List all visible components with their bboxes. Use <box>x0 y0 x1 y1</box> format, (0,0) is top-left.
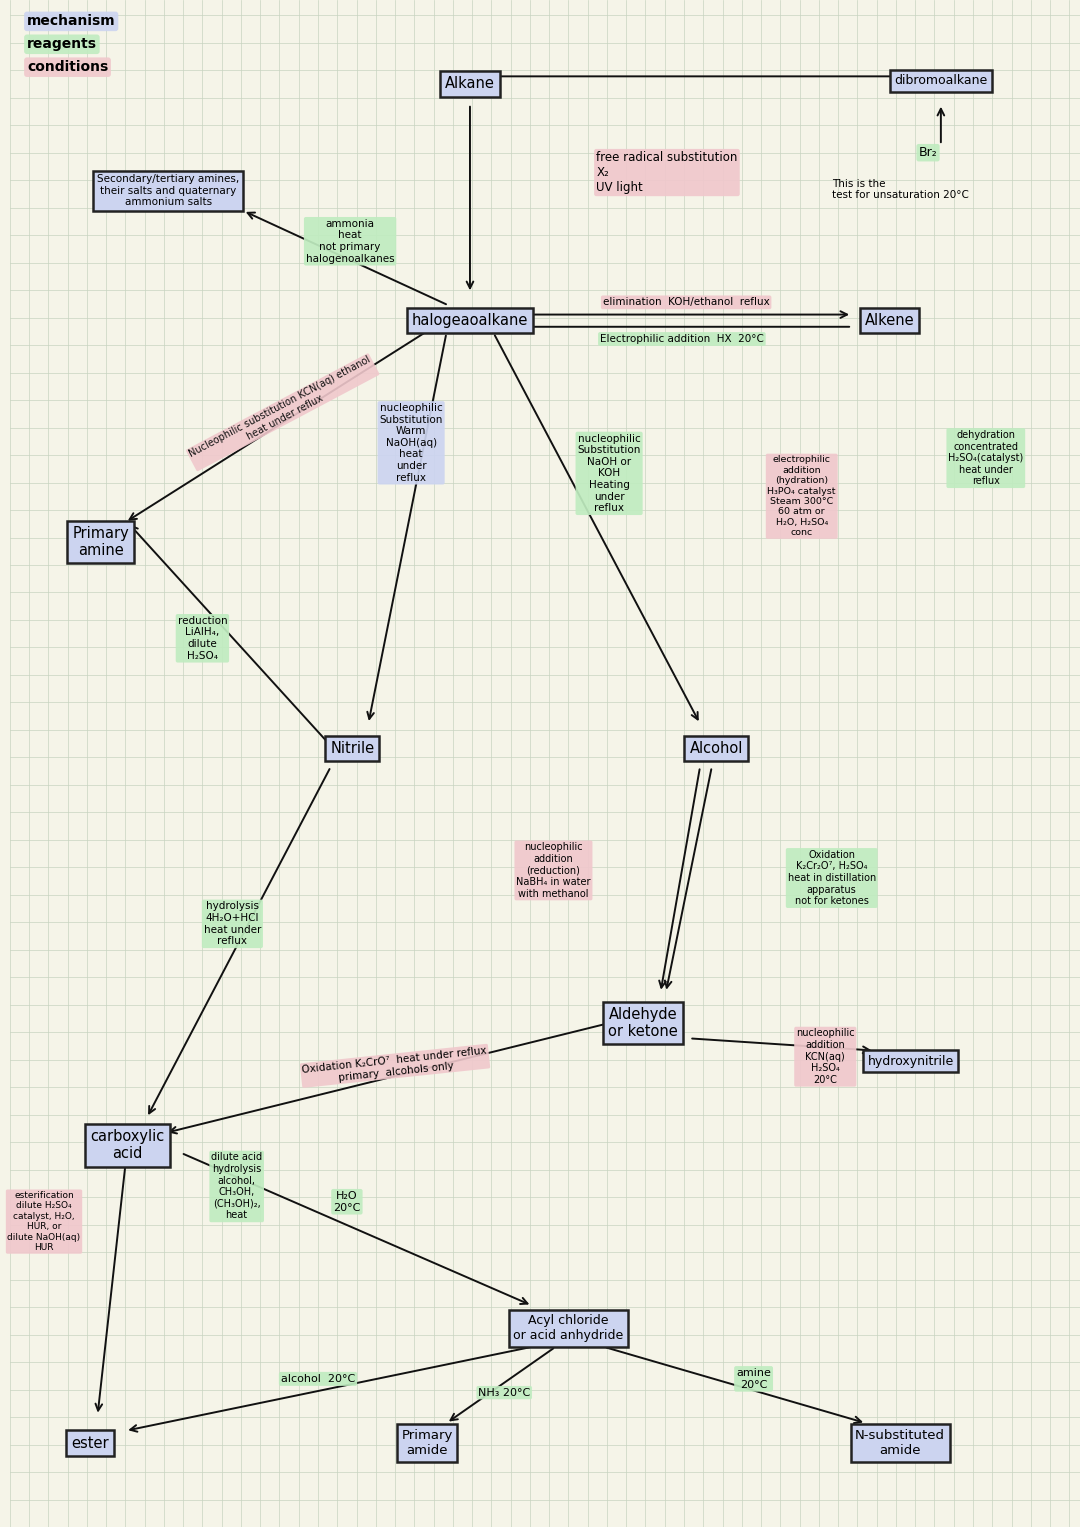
Text: dilute acid
hydrolysis
alcohol,
CH₃OH,
(CH₃OH)₂,
heat: dilute acid hydrolysis alcohol, CH₃OH, (… <box>211 1153 262 1220</box>
Text: NH₃ 20°C: NH₃ 20°C <box>478 1388 530 1397</box>
Text: elimination  KOH/ethanol  reflux: elimination KOH/ethanol reflux <box>603 298 770 307</box>
Text: nucleophilic
addition
KCN(aq)
H₂SO₄
20°C: nucleophilic addition KCN(aq) H₂SO₄ 20°C <box>796 1029 854 1084</box>
Text: nucleophilic
addition
(reduction)
NaBH₄ in water
with methanol: nucleophilic addition (reduction) NaBH₄ … <box>516 843 591 898</box>
Text: Primary
amide: Primary amide <box>402 1429 453 1457</box>
Text: Nitrile: Nitrile <box>330 741 375 756</box>
Text: H₂O
20°C: H₂O 20°C <box>334 1191 361 1212</box>
Text: dibromoalkane: dibromoalkane <box>894 75 987 87</box>
Text: Secondary/tertiary amines,
their salts and quaternary
ammonium salts: Secondary/tertiary amines, their salts a… <box>97 174 240 208</box>
Text: alcohol  20°C: alcohol 20°C <box>281 1374 355 1383</box>
Text: amine
20°C: amine 20°C <box>737 1368 771 1390</box>
Text: N-substituted
amide: N-substituted amide <box>855 1429 945 1457</box>
Text: Oxidation
K₂Cr₂O⁷, H₂SO₄
heat in distillation
apparatus
not for ketones: Oxidation K₂Cr₂O⁷, H₂SO₄ heat in distill… <box>787 851 876 906</box>
Text: free radical substitution
X₂
UV light: free radical substitution X₂ UV light <box>596 151 738 194</box>
Text: Alkane: Alkane <box>445 76 495 92</box>
Text: Oxidation K₂CrO⁷  heat under reflux
primary  alcohols only: Oxidation K₂CrO⁷ heat under reflux prima… <box>301 1046 488 1086</box>
Text: nucleophilic
Substitution
Warm
NaOH(aq)
heat
under
reflux: nucleophilic Substitution Warm NaOH(aq) … <box>379 403 443 483</box>
Text: Primary
amine: Primary amine <box>72 525 130 559</box>
Text: Nucleophilic substitution KCN(aq) ethanol
heat under reflux: Nucleophilic substitution KCN(aq) ethano… <box>188 354 378 470</box>
Text: This is the
test for unsaturation 20°C: This is the test for unsaturation 20°C <box>832 179 969 200</box>
Text: esterification
dilute H₂SO₄
catalyst, H₂O,
HUR, or
dilute NaOH(aq)
HUR: esterification dilute H₂SO₄ catalyst, H₂… <box>8 1191 81 1252</box>
Text: dehydration
concentrated
H₂SO₄(catalyst)
heat under
reflux: dehydration concentrated H₂SO₄(catalyst)… <box>948 431 1024 486</box>
Text: carboxylic
acid: carboxylic acid <box>91 1128 164 1162</box>
Text: reduction
LiAlH₄,
dilute
H₂SO₄: reduction LiAlH₄, dilute H₂SO₄ <box>177 615 227 661</box>
Text: nucleophilic
Substitution
NaOH or
KOH
Heating
under
reflux: nucleophilic Substitution NaOH or KOH He… <box>578 434 640 513</box>
Text: ammonia
heat
not primary
halogenoalkanes: ammonia heat not primary halogenoalkanes <box>306 218 394 264</box>
Text: hydrolysis
4H₂O+HCl
heat under
reflux: hydrolysis 4H₂O+HCl heat under reflux <box>204 901 261 947</box>
Text: halogeaoalkane: halogeaoalkane <box>411 313 528 328</box>
Text: ester: ester <box>71 1435 109 1451</box>
Text: Aldehyde
or ketone: Aldehyde or ketone <box>608 1006 678 1040</box>
Text: hydroxynitrile: hydroxynitrile <box>868 1055 954 1067</box>
Text: Electrophilic addition  HX  20°C: Electrophilic addition HX 20°C <box>600 334 764 344</box>
Text: reagents: reagents <box>27 37 97 52</box>
Text: conditions: conditions <box>27 60 108 75</box>
Text: Alcohol: Alcohol <box>689 741 743 756</box>
Text: electrophilic
addition
(hydration)
H₃PO₄ catalyst
Steam 300°C
60 atm or
H₂O, H₂S: electrophilic addition (hydration) H₃PO₄… <box>768 455 836 538</box>
Text: Acyl chloride
or acid anhydride: Acyl chloride or acid anhydride <box>513 1315 623 1342</box>
Text: Br₂: Br₂ <box>919 147 937 159</box>
Text: Alkene: Alkene <box>865 313 915 328</box>
Text: mechanism: mechanism <box>27 14 116 29</box>
